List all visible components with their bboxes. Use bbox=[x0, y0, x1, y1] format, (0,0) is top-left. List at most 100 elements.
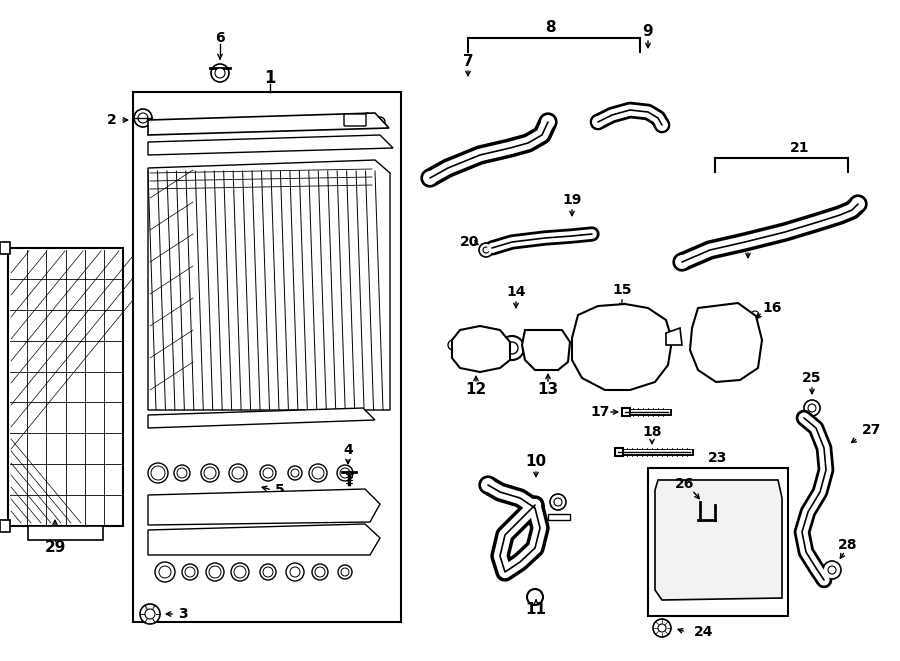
Circle shape bbox=[808, 404, 816, 412]
Text: 15: 15 bbox=[612, 283, 632, 297]
Text: 22: 22 bbox=[738, 237, 758, 251]
Bar bbox=[648, 468, 788, 616]
Circle shape bbox=[138, 113, 148, 123]
Circle shape bbox=[290, 567, 300, 577]
Circle shape bbox=[234, 566, 246, 578]
Circle shape bbox=[658, 624, 666, 632]
Circle shape bbox=[550, 494, 566, 510]
Circle shape bbox=[362, 113, 372, 123]
Circle shape bbox=[554, 498, 562, 506]
Circle shape bbox=[483, 247, 489, 253]
Circle shape bbox=[751, 326, 759, 334]
Text: 25: 25 bbox=[802, 371, 822, 385]
Circle shape bbox=[185, 567, 195, 577]
Circle shape bbox=[540, 114, 556, 130]
Text: 3: 3 bbox=[178, 607, 188, 621]
Text: 17: 17 bbox=[590, 405, 609, 419]
Circle shape bbox=[613, 343, 623, 353]
Text: 4: 4 bbox=[343, 443, 353, 457]
Polygon shape bbox=[572, 304, 672, 390]
Bar bbox=[615, 448, 623, 456]
Bar bbox=[0, 242, 10, 254]
Circle shape bbox=[375, 117, 385, 127]
Text: 10: 10 bbox=[526, 455, 546, 469]
Circle shape bbox=[655, 118, 669, 132]
Text: 16: 16 bbox=[762, 301, 781, 315]
Polygon shape bbox=[148, 160, 390, 410]
Circle shape bbox=[145, 609, 155, 619]
Polygon shape bbox=[148, 113, 389, 135]
Polygon shape bbox=[666, 328, 682, 345]
Text: 21: 21 bbox=[790, 141, 810, 155]
Circle shape bbox=[204, 467, 216, 479]
Circle shape bbox=[850, 196, 866, 212]
Text: 19: 19 bbox=[562, 193, 581, 207]
Text: 1: 1 bbox=[265, 69, 275, 87]
Circle shape bbox=[260, 465, 276, 481]
Circle shape bbox=[500, 336, 524, 360]
Circle shape bbox=[751, 311, 759, 319]
Circle shape bbox=[312, 564, 328, 580]
Circle shape bbox=[148, 463, 168, 483]
Bar bbox=[0, 520, 10, 532]
Text: 27: 27 bbox=[862, 423, 881, 437]
Circle shape bbox=[312, 467, 324, 479]
Circle shape bbox=[751, 356, 759, 364]
Circle shape bbox=[600, 330, 636, 366]
Circle shape bbox=[155, 562, 175, 582]
Circle shape bbox=[209, 566, 221, 578]
Circle shape bbox=[674, 254, 690, 270]
Circle shape bbox=[646, 318, 654, 326]
Circle shape bbox=[229, 464, 247, 482]
Circle shape bbox=[201, 464, 219, 482]
Text: 8: 8 bbox=[544, 20, 555, 36]
Text: 23: 23 bbox=[708, 451, 728, 465]
Circle shape bbox=[286, 563, 304, 581]
Circle shape bbox=[341, 568, 349, 576]
Bar bbox=[28, 526, 103, 540]
Circle shape bbox=[828, 566, 836, 574]
Circle shape bbox=[134, 109, 152, 127]
Circle shape bbox=[263, 567, 273, 577]
Circle shape bbox=[479, 243, 493, 257]
Circle shape bbox=[211, 64, 229, 82]
Bar bbox=[133, 92, 401, 622]
Text: 20: 20 bbox=[460, 235, 480, 249]
Polygon shape bbox=[452, 326, 510, 372]
Polygon shape bbox=[548, 514, 570, 520]
FancyBboxPatch shape bbox=[344, 114, 366, 126]
Text: 9: 9 bbox=[643, 24, 653, 40]
Bar bbox=[622, 408, 630, 416]
Circle shape bbox=[340, 468, 350, 478]
Circle shape bbox=[656, 364, 664, 372]
Circle shape bbox=[751, 341, 759, 349]
Circle shape bbox=[736, 356, 748, 368]
Circle shape bbox=[608, 338, 628, 358]
Circle shape bbox=[703, 353, 713, 363]
Circle shape bbox=[140, 604, 160, 624]
Circle shape bbox=[712, 316, 724, 328]
Polygon shape bbox=[522, 330, 570, 370]
Bar bbox=[8, 248, 123, 526]
Polygon shape bbox=[655, 480, 782, 600]
Circle shape bbox=[263, 468, 273, 478]
Polygon shape bbox=[690, 303, 762, 382]
Polygon shape bbox=[148, 408, 375, 428]
Circle shape bbox=[1, 244, 9, 252]
Circle shape bbox=[260, 564, 276, 580]
Circle shape bbox=[337, 465, 353, 481]
Polygon shape bbox=[148, 524, 380, 555]
Circle shape bbox=[315, 567, 325, 577]
Text: 14: 14 bbox=[506, 285, 526, 299]
Text: 5: 5 bbox=[275, 483, 285, 497]
Circle shape bbox=[474, 344, 486, 356]
Circle shape bbox=[1, 522, 9, 530]
Circle shape bbox=[506, 342, 518, 354]
Circle shape bbox=[586, 368, 594, 376]
Circle shape bbox=[291, 469, 299, 477]
Circle shape bbox=[309, 464, 327, 482]
Circle shape bbox=[468, 338, 492, 362]
Text: 18: 18 bbox=[643, 425, 662, 439]
Circle shape bbox=[480, 477, 496, 493]
Circle shape bbox=[232, 467, 244, 479]
